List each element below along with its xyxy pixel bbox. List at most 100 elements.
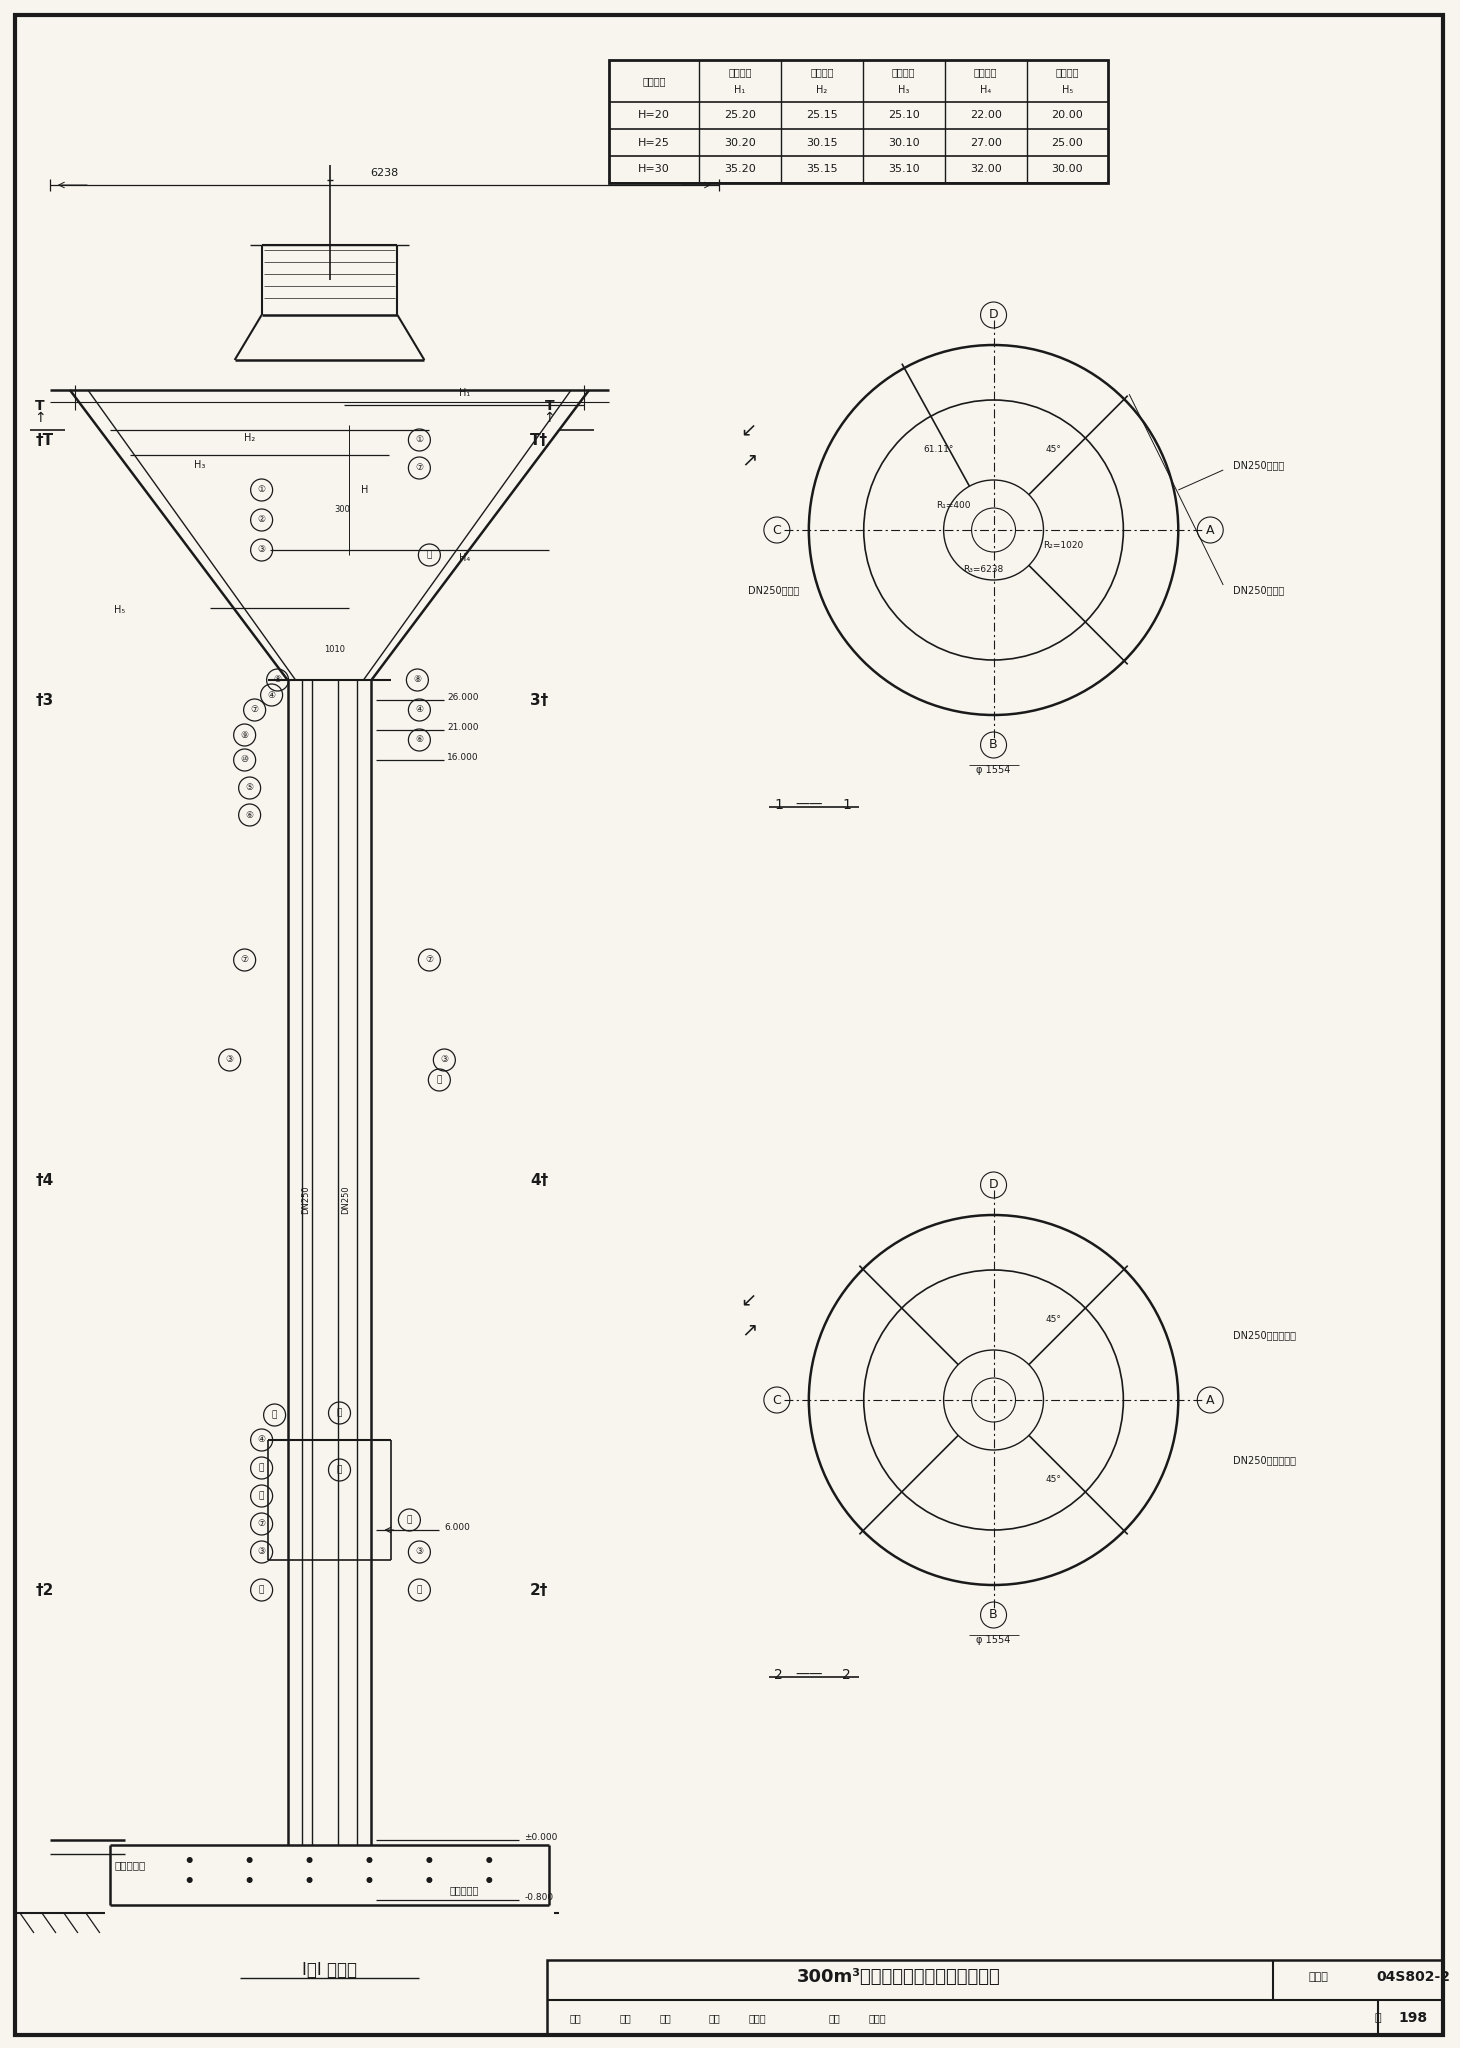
Text: ⑯: ⑯	[407, 1516, 412, 1524]
Text: 04S802-2: 04S802-2	[1375, 1970, 1450, 1985]
Text: ⑥: ⑥	[415, 735, 423, 745]
Text: H=30: H=30	[638, 164, 670, 174]
Text: T†: T†	[530, 432, 549, 449]
Bar	[609, 59, 1108, 182]
Text: ⑦: ⑦	[241, 956, 248, 965]
Text: 最低水位: 最低水位	[1056, 68, 1079, 78]
Circle shape	[426, 1878, 432, 1882]
Text: 进、出水管: 进、出水管	[114, 1860, 146, 1870]
Text: 1: 1	[842, 799, 851, 811]
Text: 45°: 45°	[1045, 1315, 1061, 1325]
Text: 1010: 1010	[324, 645, 346, 655]
Text: 61.11°: 61.11°	[923, 446, 953, 455]
Text: ⑭: ⑭	[258, 1585, 264, 1595]
Text: ⑦: ⑦	[425, 956, 434, 965]
Text: ↑: ↑	[34, 412, 45, 426]
Text: ⑩: ⑩	[241, 756, 248, 764]
Text: ⑧: ⑧	[273, 676, 282, 684]
Text: DN250进水管: DN250进水管	[1234, 461, 1285, 469]
Text: φ 1554: φ 1554	[977, 1634, 1010, 1645]
Text: R₃=6238: R₃=6238	[964, 565, 1003, 575]
Text: ⑫: ⑫	[258, 1491, 264, 1501]
Text: A: A	[1206, 524, 1215, 537]
Circle shape	[187, 1858, 193, 1864]
Text: 开泵水位: 开泵水位	[974, 68, 997, 78]
Text: DN250: DN250	[342, 1186, 350, 1214]
Text: ④: ④	[415, 705, 423, 715]
Text: C: C	[772, 524, 781, 537]
Text: -0.800: -0.800	[524, 1894, 553, 1903]
Text: 图集号: 图集号	[1308, 1972, 1329, 1982]
Text: H₁: H₁	[458, 387, 470, 397]
Text: ↑: ↑	[543, 412, 555, 426]
Text: 最高水位: 最高水位	[892, 68, 915, 78]
Text: 页: 页	[1375, 2013, 1381, 2023]
Text: ⑭: ⑭	[416, 1585, 422, 1595]
Text: ⑰: ⑰	[426, 551, 432, 559]
Text: ⑦: ⑦	[257, 1520, 266, 1528]
Text: ——: ——	[796, 1667, 822, 1681]
Text: 30.20: 30.20	[724, 137, 756, 147]
Text: R₁=400: R₁=400	[936, 500, 971, 510]
Text: †4: †4	[36, 1174, 54, 1188]
Text: ⑬: ⑬	[337, 1409, 342, 1417]
Text: ⑧: ⑧	[413, 676, 422, 684]
Text: 3†: 3†	[530, 692, 549, 707]
Text: H=25: H=25	[638, 137, 670, 147]
Text: †2: †2	[35, 1583, 54, 1597]
Text: H₁: H₁	[734, 86, 746, 94]
Text: 45°: 45°	[1045, 446, 1061, 455]
Circle shape	[366, 1858, 372, 1864]
Text: ③: ③	[226, 1055, 234, 1065]
Text: B: B	[990, 739, 997, 752]
Circle shape	[187, 1878, 193, 1882]
Text: DN250进、溢水管: DN250进、溢水管	[1234, 1454, 1296, 1464]
Text: A: A	[1206, 1393, 1215, 1407]
Text: 26.000: 26.000	[447, 694, 479, 702]
Text: C: C	[772, 1393, 781, 1407]
Text: ↙: ↙	[740, 420, 758, 440]
Text: 22.00: 22.00	[969, 111, 1002, 121]
Bar	[548, 1960, 1442, 2036]
Circle shape	[486, 1878, 492, 1882]
Text: ⑱: ⑱	[437, 1075, 442, 1085]
Text: DN250出水管: DN250出水管	[748, 586, 799, 596]
Text: ⑦: ⑦	[251, 705, 258, 715]
Text: H₃: H₃	[194, 461, 206, 469]
Text: ——: ——	[796, 799, 822, 811]
Text: 25.15: 25.15	[806, 111, 838, 121]
Text: DN250: DN250	[301, 1186, 310, 1214]
Text: ③: ③	[441, 1055, 448, 1065]
Text: ⑤: ⑤	[245, 784, 254, 793]
Text: ↗: ↗	[740, 451, 758, 469]
Text: ⑨: ⑨	[241, 731, 248, 739]
Text: 30.00: 30.00	[1051, 164, 1083, 174]
Text: 溢、潜水管: 溢、潜水管	[450, 1884, 479, 1894]
Text: 6.000: 6.000	[444, 1522, 470, 1532]
Text: ③: ③	[257, 545, 266, 555]
Text: ③: ③	[257, 1548, 266, 1556]
Text: ⑮: ⑮	[272, 1411, 277, 1419]
Text: H₂: H₂	[816, 86, 828, 94]
Text: 300: 300	[334, 506, 350, 514]
Text: H₃: H₃	[898, 86, 910, 94]
Text: ②: ②	[257, 516, 266, 524]
Text: DN250进、出水管: DN250进、出水管	[1234, 1329, 1296, 1339]
Text: ④: ④	[257, 1436, 266, 1444]
Text: ①: ①	[415, 436, 423, 444]
Text: T: T	[35, 399, 45, 414]
Circle shape	[307, 1858, 312, 1864]
Circle shape	[247, 1858, 253, 1864]
Text: ⑥: ⑥	[245, 811, 254, 819]
Text: 198: 198	[1399, 2011, 1428, 2025]
Text: 校对: 校对	[710, 2013, 721, 2023]
Text: 16.000: 16.000	[447, 754, 479, 762]
Text: H=20: H=20	[638, 111, 670, 121]
Text: 2†: 2†	[530, 1583, 549, 1597]
Text: ①: ①	[257, 485, 266, 494]
Text: 27.00: 27.00	[969, 137, 1002, 147]
Text: H₅: H₅	[114, 604, 126, 614]
Text: H₄: H₄	[980, 86, 991, 94]
Text: †T: †T	[36, 432, 54, 449]
Text: 审核: 审核	[569, 2013, 581, 2023]
